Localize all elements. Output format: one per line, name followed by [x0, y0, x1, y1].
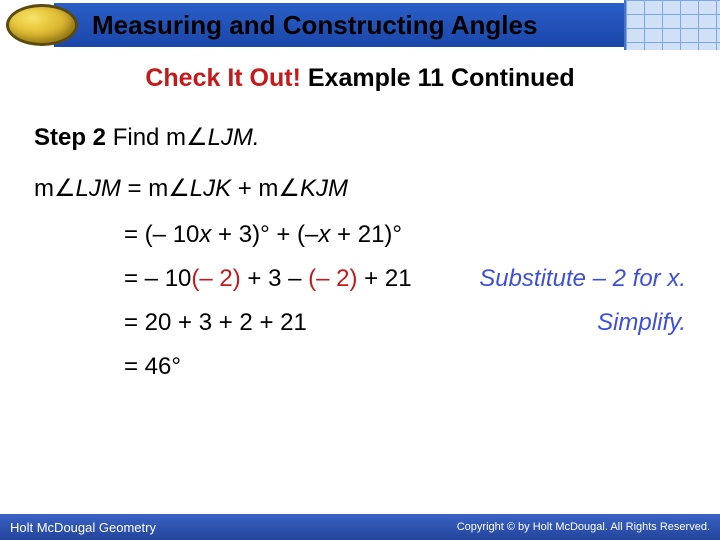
equation-line-3: = – 10(– 2) + 3 – (– 2) + 21 Substitute …	[124, 265, 686, 293]
equation-line-1: m∠LJM = m∠LJK + m∠KJM	[34, 174, 686, 203]
eq1-plus: + m	[231, 175, 278, 202]
line3-mid: + 3 –	[241, 265, 308, 292]
footer-left: Holt McDougal Geometry	[10, 520, 156, 535]
header-bar: Measuring and Constructing Angles	[0, 0, 720, 50]
line4-note: Simplify.	[597, 309, 686, 337]
eq1-rhs: KJM	[300, 175, 348, 202]
eq1-a: m	[34, 175, 54, 202]
line4-text: = 20 + 3 + 2 + 21	[124, 309, 591, 337]
line3-post: + 21	[358, 265, 412, 292]
eq1-eq: = m	[121, 175, 168, 202]
step-text-b: LJM.	[208, 124, 260, 151]
step-label: Step 2	[34, 124, 106, 151]
eq1-mid: LJK	[190, 175, 231, 202]
equation-block: m∠LJM = m∠LJK + m∠KJM = (– 10x + 3)° + (…	[34, 174, 686, 381]
badge-wrap	[0, 4, 78, 46]
line3-red2: (– 2)	[308, 265, 357, 292]
line2-text: = (– 10x + 3)° + (–x + 21)°	[124, 221, 686, 249]
line3-note: Substitute – 2 for x.	[479, 265, 686, 293]
content-area: Step 2 Find m∠LJM. m∠LJM = m∠LJK + m∠KJM…	[0, 93, 720, 381]
angle-symbol: ∠	[186, 124, 208, 151]
line5-text: = 46°	[124, 353, 686, 381]
subheading: Check It Out! Example 11 Continued	[0, 64, 720, 93]
angle-1: ∠	[54, 175, 76, 202]
angle-2: ∠	[168, 175, 190, 202]
subhead-red: Check It Out!	[145, 64, 301, 92]
equation-line-5: = 46°	[124, 353, 686, 381]
step-line: Step 2 Find m∠LJM.	[34, 123, 686, 152]
equation-line-4: = 20 + 3 + 2 + 21 Simplify.	[124, 309, 686, 337]
footer-right: Copyright © by Holt McDougal. All Rights…	[457, 521, 710, 533]
equation-line-2: = (– 10x + 3)° + (–x + 21)°	[124, 221, 686, 249]
page-title: Measuring and Constructing Angles	[92, 10, 537, 41]
subhead-rest: Example 11 Continued	[301, 64, 575, 92]
title-strip: Measuring and Constructing Angles	[54, 3, 720, 47]
line3-red1: (– 2)	[191, 265, 240, 292]
step-text-a: Find m	[106, 124, 186, 151]
footer-bar: Holt McDougal Geometry Copyright © by Ho…	[0, 514, 720, 540]
eq1-b: LJM	[76, 175, 121, 202]
grid-decoration	[624, 0, 720, 50]
oval-badge	[6, 4, 78, 46]
line3-pre: = – 10	[124, 265, 191, 292]
line3-text: = – 10(– 2) + 3 – (– 2) + 21	[124, 265, 473, 293]
equation-indent: = (– 10x + 3)° + (–x + 21)° = – 10(– 2) …	[34, 221, 686, 381]
angle-3: ∠	[278, 175, 300, 202]
